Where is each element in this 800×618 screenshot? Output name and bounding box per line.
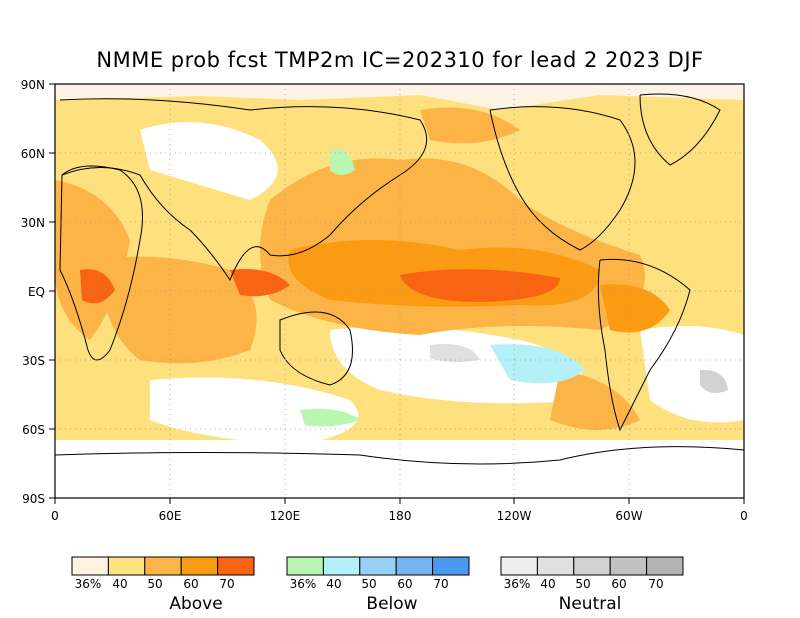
legend-tick-label: 60 [183, 577, 198, 591]
lon-label: 0 [740, 509, 748, 523]
below-36-patch-north-pacific [330, 149, 355, 175]
legend-swatch [573, 556, 611, 576]
lon-label: 120E [270, 509, 301, 523]
legend-swatch [536, 556, 575, 576]
legend-swatch [71, 556, 109, 576]
legend-tick-label: 50 [361, 577, 376, 591]
lon-label: 180 [389, 509, 412, 523]
neutral-patch-south-pacific [430, 344, 480, 363]
below-36-patch-southern [300, 408, 360, 427]
lat-label: EQ [28, 285, 45, 299]
legend-swatch [286, 556, 324, 576]
white-region-southern [150, 377, 359, 445]
legend-swatch [217, 556, 255, 576]
latitude-labels: 90N 60N 30N EQ 30S 60S 90S [21, 78, 45, 506]
legend-swatch [432, 556, 470, 576]
legend-swatch [646, 556, 684, 576]
legend-tick-label: 50 [575, 577, 590, 591]
above-50-region-indian [100, 256, 257, 364]
above-70-region-maritime [230, 269, 290, 297]
legend-title: Above [169, 594, 222, 614]
lat-label: 30N [21, 216, 45, 230]
legend-tick-label: 70 [219, 577, 234, 591]
longitude-labels: 0 60E 120E 180 120W 60W 0 [51, 509, 748, 523]
map-plot-area [55, 84, 744, 498]
tick-marks [49, 83, 745, 504]
legend-swatch [322, 556, 361, 576]
legend-swatch [609, 556, 648, 576]
legend-above: 36% 40 50 60 70 Above [71, 556, 255, 614]
legend-tick-label: 70 [433, 577, 448, 591]
grid-lines [55, 84, 744, 498]
coastline-eurasia [59, 98, 428, 282]
above-60-region-south-america [600, 284, 670, 333]
coastlines [55, 93, 744, 465]
lon-label: 0 [51, 509, 59, 523]
legend-below: 36% 40 50 60 70 Below [286, 556, 470, 614]
above-70-region-africa [80, 269, 115, 304]
legend-tick-label: 70 [648, 577, 663, 591]
above-50-region-south-atlantic [550, 370, 640, 430]
lat-label: 60S [22, 423, 45, 437]
legend-swatch [500, 556, 538, 576]
coastline-greenland [639, 93, 721, 166]
lat-label: 90S [22, 492, 45, 506]
legend-swatch [180, 556, 219, 576]
above-70-region-nino [400, 269, 560, 302]
legend-swatch [359, 556, 397, 576]
legend-swatch [144, 556, 182, 576]
legend-swatch [395, 556, 434, 576]
legend-title: Below [366, 594, 417, 614]
white-region-antarctic [55, 440, 744, 498]
legend-tick-label: 60 [611, 577, 626, 591]
above-50-region-africa [55, 180, 130, 340]
legend-tick-label: 36% [290, 577, 317, 591]
legend-swatch [107, 556, 146, 576]
lat-label: 60N [21, 147, 45, 161]
white-region-asia [140, 122, 278, 200]
neutral-patch-se-pacific [700, 369, 728, 394]
legend-tick-label: 40 [112, 577, 127, 591]
lat-label: 30S [22, 354, 45, 368]
coastline-africa [59, 165, 143, 361]
lat-label: 90N [21, 78, 45, 92]
legend-tick-label: 36% [75, 577, 102, 591]
white-region-se-pacific [640, 326, 744, 423]
lon-label: 120W [497, 509, 532, 523]
coastline-antarctica [55, 446, 744, 465]
coastline-north-america [489, 106, 636, 251]
legend-tick-label: 40 [326, 577, 341, 591]
lon-label: 60E [159, 509, 182, 523]
legend-tick-label: 50 [147, 577, 162, 591]
coastline-south-america [597, 258, 691, 432]
legend-tick-label: 36% [504, 577, 531, 591]
map-title: NMME prob fcst TMP2m IC=202310 for lead … [96, 48, 704, 72]
neutral-white-region [55, 84, 744, 110]
above-50-region-arctic [420, 107, 520, 144]
legend-title: Neutral [559, 594, 622, 614]
lon-label: 60W [615, 509, 642, 523]
coastline-australia [279, 311, 353, 386]
legend-tick-label: 40 [540, 577, 555, 591]
legend-tick-label: 60 [397, 577, 412, 591]
legend-neutral: 36% 40 50 60 70 Neutral [500, 556, 684, 614]
